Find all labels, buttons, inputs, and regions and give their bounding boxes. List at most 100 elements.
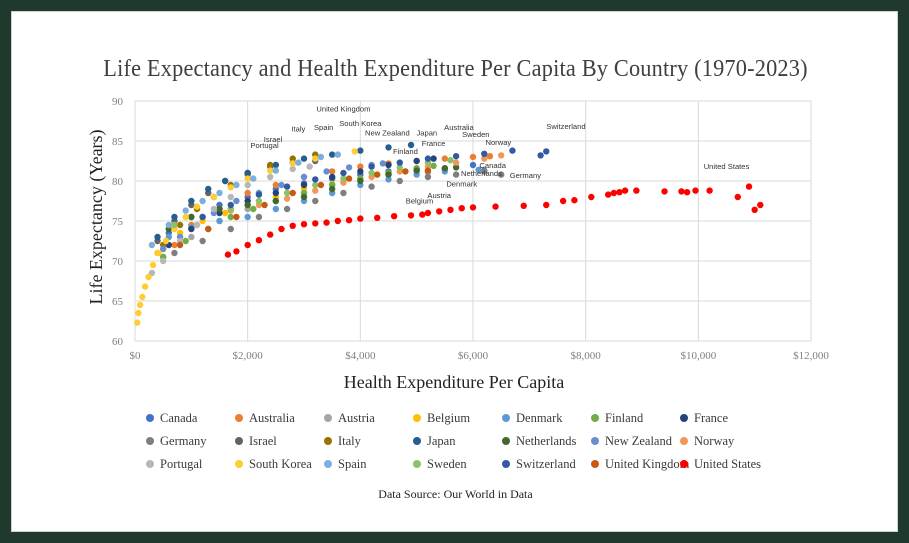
legend-item: Belgium: [413, 411, 502, 425]
legend: Canada Australia Austria Belgium Denmark Finl…: [146, 411, 866, 471]
x-tick-label: $12,000: [793, 350, 829, 362]
country-label: Australia: [444, 123, 474, 132]
chart-title: Life Expectancy and Health Expenditure P…: [103, 56, 808, 82]
data-point: [559, 197, 567, 205]
legend-label: Finland: [605, 410, 644, 425]
y-tick-label: 70: [112, 256, 124, 268]
data-point: [193, 221, 201, 229]
country-label: United States: [704, 162, 750, 171]
series-france: [165, 155, 437, 249]
series-portugal: [148, 163, 313, 277]
data-point: [210, 193, 218, 201]
legend-label: Israel: [249, 433, 277, 448]
legend-label: Germany: [160, 433, 207, 448]
legend-marker: [502, 414, 510, 422]
y-axis-ticks: 60 65 70 75 80 85 90: [112, 96, 124, 348]
country-label: Austria: [427, 191, 451, 200]
data-point: [182, 207, 189, 214]
data-point: [447, 206, 454, 213]
country-label: France: [422, 139, 446, 148]
legend-label: Netherlands: [516, 433, 577, 448]
data-point: [441, 165, 449, 172]
data-point: [176, 221, 184, 229]
legend-marker: [146, 437, 154, 445]
legend-label: Italy: [338, 433, 361, 448]
legend-item: South Korea: [235, 457, 324, 471]
data-point: [182, 237, 189, 245]
data-point: [407, 141, 415, 149]
data-point: [385, 171, 392, 178]
data-point: [537, 152, 544, 159]
data-point: [300, 155, 308, 162]
x-axis-label: Health Expenditure Per Capita: [344, 372, 564, 392]
data-point: [543, 201, 550, 209]
country-label: Canada: [479, 161, 506, 170]
data-point: [312, 187, 319, 194]
data-point: [139, 293, 146, 301]
series-switzerland: [199, 147, 550, 221]
data-point: [441, 155, 449, 162]
data-point: [430, 155, 437, 162]
data-point: [452, 171, 460, 178]
data-point: [145, 273, 152, 281]
data-point: [205, 225, 212, 233]
data-point: [159, 257, 167, 265]
data-point: [176, 241, 184, 249]
data-point: [734, 193, 741, 201]
data-point: [396, 177, 403, 185]
legend-label: Austria: [338, 410, 375, 425]
data-point: [227, 225, 234, 233]
data-point: [255, 213, 263, 221]
data-point: [233, 213, 240, 221]
data-point: [469, 153, 477, 161]
data-point: [227, 184, 234, 191]
data-point: [610, 189, 618, 197]
series-finland: [159, 162, 437, 261]
data-point: [267, 173, 274, 181]
data-point: [159, 245, 167, 253]
data-point: [255, 237, 263, 244]
x-tick-label: $10,000: [680, 350, 716, 362]
data-point: [481, 168, 488, 175]
legend-item: Portugal: [146, 457, 235, 471]
data-point: [706, 187, 713, 194]
legend-item: New Zealand: [591, 434, 680, 448]
data-point: [255, 191, 263, 198]
legend-marker: [413, 460, 421, 468]
data-point: [289, 165, 296, 173]
country-label: Denmark: [446, 180, 477, 189]
data-point: [278, 181, 285, 189]
data-point: [283, 195, 291, 202]
data-point: [272, 189, 280, 197]
country-label: Spain: [314, 123, 333, 132]
x-tick-label: $6,000: [458, 350, 489, 362]
data-point: [135, 309, 142, 317]
series-norway: [171, 152, 505, 229]
legend-label: Spain: [338, 456, 367, 471]
data-point: [588, 193, 595, 201]
y-axis-label: Life Expectancy (Years): [86, 129, 107, 304]
x-tick-label: $0: [130, 350, 142, 362]
legend-label: France: [694, 410, 729, 425]
data-point: [224, 251, 232, 258]
y-tick-label: 65: [112, 296, 124, 308]
country-label: Israel: [264, 135, 283, 144]
legend-label: Switzerland: [516, 456, 576, 471]
legend-marker: [680, 414, 688, 422]
data-point: [267, 161, 274, 169]
legend-item: Spain: [324, 457, 413, 471]
data-point: [244, 175, 251, 182]
legend-marker: [591, 414, 599, 422]
legend-label: Norway: [694, 433, 735, 448]
data-point: [328, 173, 336, 181]
data-point: [199, 213, 206, 221]
data-point: [154, 233, 161, 241]
data-point: [300, 221, 308, 228]
legend-marker: [591, 437, 599, 445]
legend-marker: [146, 414, 154, 422]
data-point: [199, 197, 206, 205]
series-japan: [154, 141, 415, 241]
data-point: [616, 189, 623, 196]
data-point: [149, 261, 157, 269]
data-point: [255, 197, 263, 205]
